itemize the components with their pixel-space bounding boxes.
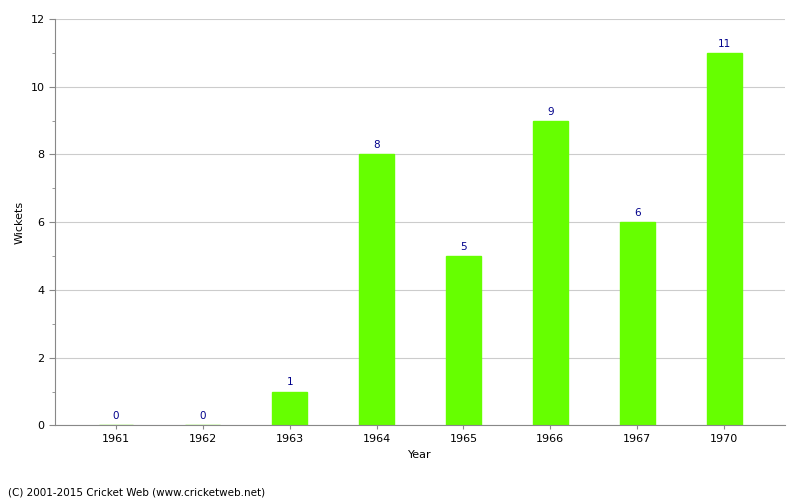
Text: 8: 8 bbox=[374, 140, 380, 150]
Text: 0: 0 bbox=[199, 412, 206, 422]
Bar bbox=[359, 154, 394, 426]
X-axis label: Year: Year bbox=[408, 450, 432, 460]
Text: 0: 0 bbox=[113, 412, 119, 422]
Bar bbox=[533, 120, 568, 426]
Bar bbox=[620, 222, 654, 426]
Bar bbox=[446, 256, 481, 426]
Text: 1: 1 bbox=[286, 378, 293, 388]
Text: 5: 5 bbox=[460, 242, 467, 252]
Text: (C) 2001-2015 Cricket Web (www.cricketweb.net): (C) 2001-2015 Cricket Web (www.cricketwe… bbox=[8, 488, 265, 498]
Bar bbox=[272, 392, 307, 426]
Text: 9: 9 bbox=[547, 106, 554, 117]
Bar bbox=[706, 53, 742, 426]
Text: 6: 6 bbox=[634, 208, 641, 218]
Text: 11: 11 bbox=[718, 39, 730, 49]
Y-axis label: Wickets: Wickets bbox=[15, 200, 25, 244]
